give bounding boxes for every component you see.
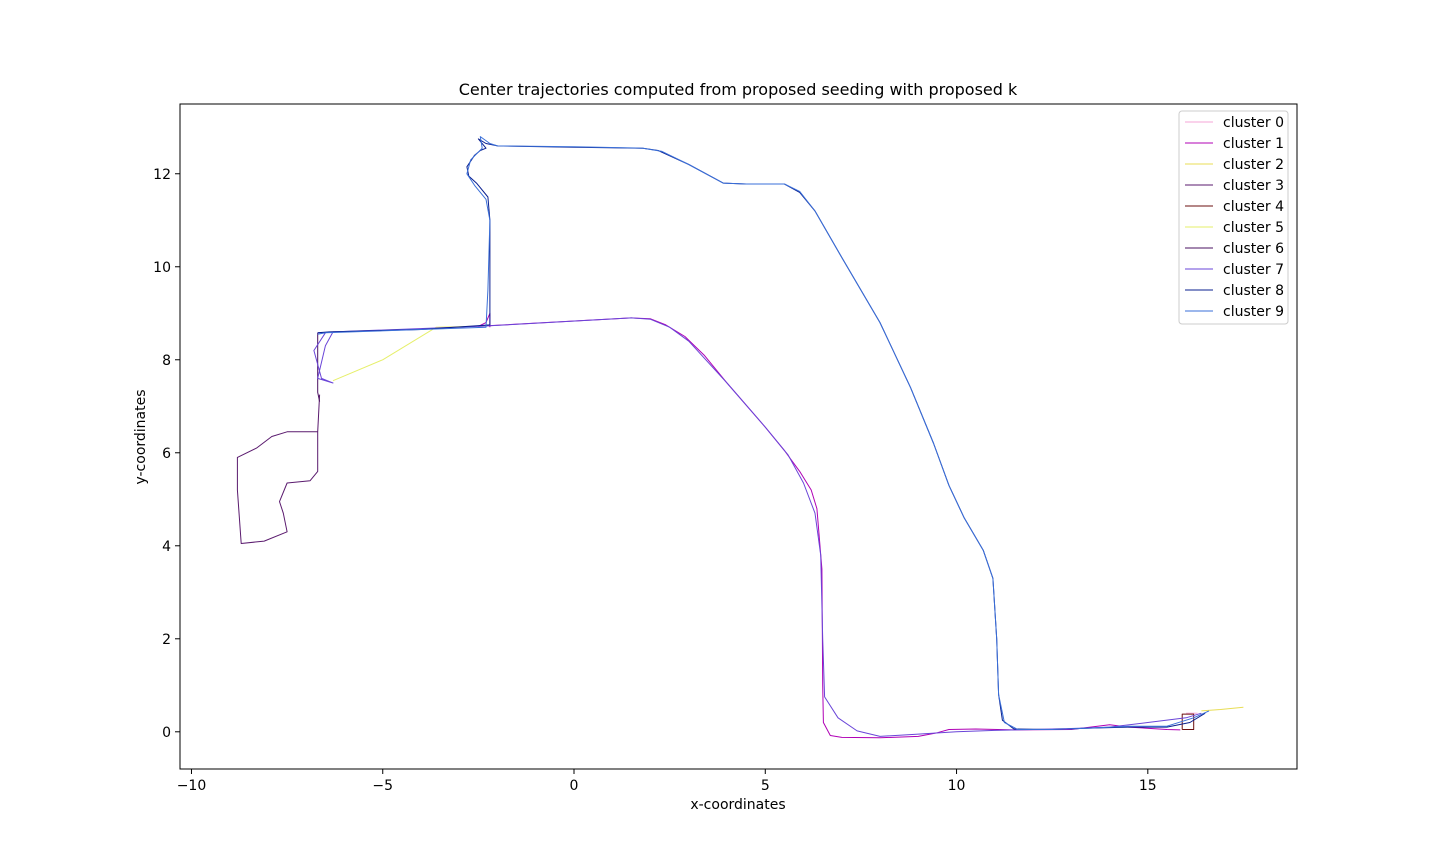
plot-area-background xyxy=(180,104,1297,769)
legend-label-cluster-2: cluster 2 xyxy=(1223,157,1284,173)
legend-label-cluster-8: cluster 8 xyxy=(1223,283,1284,299)
chart-title: Center trajectories computed from propos… xyxy=(459,80,1018,99)
y-axis-label: y-coordinates xyxy=(133,389,149,484)
y-tick-label: 12 xyxy=(153,167,171,183)
legend-label-cluster-7: cluster 7 xyxy=(1223,262,1284,278)
y-tick-label: 8 xyxy=(162,353,171,369)
x-tick-label: −5 xyxy=(372,778,393,794)
legend-label-cluster-5: cluster 5 xyxy=(1223,220,1284,236)
plot-frame xyxy=(179,103,1298,770)
series-line-cluster-9 xyxy=(317,136,1210,730)
y-axis-ticks: 0 2 4 6 8 10 12 xyxy=(153,167,180,741)
series-lines xyxy=(236,136,1244,739)
series-line-cluster-6 xyxy=(317,332,321,402)
y-tick-label: 2 xyxy=(162,632,171,648)
legend-label-cluster-0: cluster 0 xyxy=(1223,115,1284,131)
x-tick-label: 15 xyxy=(1139,778,1157,794)
x-axis-label: x-coordinates xyxy=(690,797,785,813)
x-tick-label: 10 xyxy=(948,778,966,794)
series-line-cluster-4 xyxy=(1181,713,1195,730)
y-tick-label: 10 xyxy=(153,260,171,276)
legend-label-cluster-3: cluster 3 xyxy=(1223,178,1284,194)
y-tick-label: 0 xyxy=(162,725,171,741)
x-tick-label: −10 xyxy=(177,778,207,794)
x-axis-ticks: −10 −5 0 5 10 15 xyxy=(177,769,1157,794)
legend-label-cluster-6: cluster 6 xyxy=(1223,241,1284,257)
x-tick-label: 0 xyxy=(570,778,579,794)
legend: cluster 0 cluster 1 cluster 2 cluster 3 clus… xyxy=(1178,110,1289,325)
series-line-cluster-2 xyxy=(1201,706,1244,712)
y-tick-label: 4 xyxy=(162,539,171,555)
y-tick-label: 6 xyxy=(162,446,171,462)
x-tick-label: 5 xyxy=(761,778,770,794)
legend-label-cluster-9: cluster 9 xyxy=(1223,304,1284,320)
legend-label-cluster-4: cluster 4 xyxy=(1223,199,1284,215)
series-line-cluster-3 xyxy=(236,394,321,544)
legend-label-cluster-1: cluster 1 xyxy=(1223,136,1284,152)
